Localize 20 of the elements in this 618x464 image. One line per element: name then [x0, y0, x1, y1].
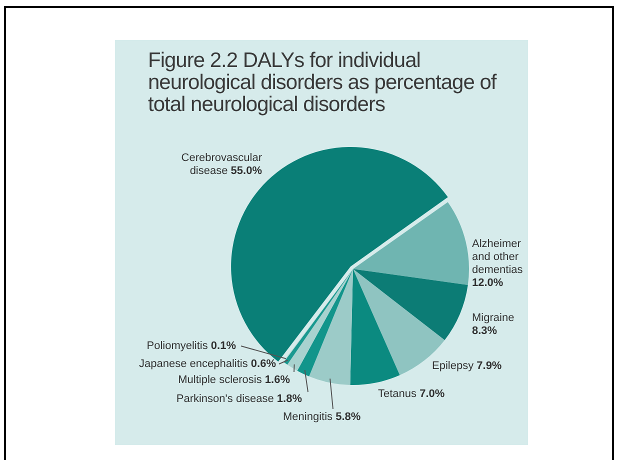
slice-label: Migraine: [472, 312, 514, 324]
slice-label: Tetanus: [378, 388, 417, 400]
data-label: 55.0%: [230, 165, 262, 177]
chart-title: Figure 2.2 DALYs for individual neurological disorders as percentage of total neurological disorders: [148, 49, 498, 116]
slice-label: Japanese encephalitis: [139, 358, 248, 370]
slice-label: Meningitis: [283, 411, 333, 423]
slice-label: Multiple sclerosis: [178, 374, 262, 386]
slice-label: Poliomyelitis: [146, 340, 208, 352]
slice-label: Alzheimer and other dementias: [472, 238, 523, 276]
data-label: 8.3%: [472, 325, 498, 337]
data-label: 7.9%: [476, 360, 502, 372]
slice-label: Parkinson's disease: [176, 393, 274, 405]
data-label: 0.1%: [210, 340, 236, 352]
data-label: 1.8%: [276, 393, 302, 405]
data-label: 12.0%: [472, 277, 504, 289]
slice-label: Epilepsy: [432, 360, 474, 372]
data-label: 5.8%: [336, 411, 361, 423]
data-label: 0.6%: [250, 358, 276, 370]
data-label: 1.6%: [264, 374, 290, 386]
data-label: 7.0%: [420, 388, 445, 400]
